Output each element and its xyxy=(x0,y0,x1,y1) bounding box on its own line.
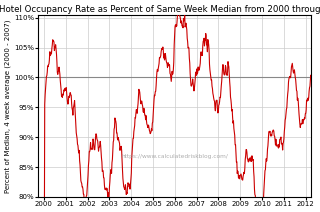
Title: Hotel Occupancy Rate as Percent of Same Week Median from 2000 through 2007: Hotel Occupancy Rate as Percent of Same … xyxy=(0,5,320,14)
Text: https://www.calculatedriskblog.com/: https://www.calculatedriskblog.com/ xyxy=(121,154,228,159)
Y-axis label: Percent of Median, 4 week average (2000 - 2007): Percent of Median, 4 week average (2000 … xyxy=(5,19,12,192)
